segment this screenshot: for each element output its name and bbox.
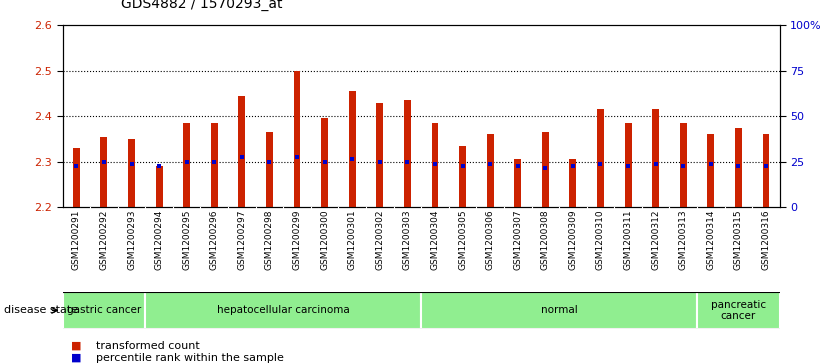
Text: GSM1200306: GSM1200306 [485, 209, 495, 270]
Text: normal: normal [540, 305, 577, 315]
Text: GSM1200312: GSM1200312 [651, 209, 661, 270]
Text: GSM1200316: GSM1200316 [761, 209, 771, 270]
Text: GSM1200297: GSM1200297 [238, 209, 246, 270]
Text: pancreatic
cancer: pancreatic cancer [711, 299, 766, 321]
Bar [625, 123, 631, 207]
Text: GSM1200294: GSM1200294 [154, 209, 163, 270]
Bar [211, 123, 218, 207]
Text: GSM1200308: GSM1200308 [540, 209, 550, 270]
Bar [145, 292, 421, 329]
Text: GSM1200314: GSM1200314 [706, 209, 716, 270]
Text: transformed count: transformed count [96, 340, 199, 351]
Bar [321, 118, 328, 207]
Text: GSM1200302: GSM1200302 [375, 209, 384, 270]
Bar [487, 134, 494, 207]
Text: GSM1200313: GSM1200313 [679, 209, 688, 270]
Text: GSM1200292: GSM1200292 [99, 209, 108, 270]
Bar [239, 96, 245, 207]
Bar [762, 134, 770, 207]
Text: disease state: disease state [4, 305, 78, 315]
Text: GSM1200291: GSM1200291 [72, 209, 81, 270]
Text: GSM1200311: GSM1200311 [624, 209, 632, 270]
Text: GSM1200307: GSM1200307 [513, 209, 522, 270]
Bar [404, 100, 411, 207]
Bar [266, 132, 273, 207]
Text: GSM1200315: GSM1200315 [734, 209, 743, 270]
Text: ■: ■ [71, 352, 82, 363]
Bar [652, 109, 659, 207]
Text: GSM1200299: GSM1200299 [293, 209, 302, 270]
Text: GSM1200303: GSM1200303 [403, 209, 412, 270]
Bar [570, 159, 576, 207]
Text: GDS4882 / 1570293_at: GDS4882 / 1570293_at [121, 0, 283, 11]
Text: GSM1200301: GSM1200301 [348, 209, 357, 270]
Text: GSM1200296: GSM1200296 [210, 209, 219, 270]
Bar [680, 123, 686, 207]
Bar [421, 292, 697, 329]
Bar [376, 102, 384, 207]
Bar [459, 146, 466, 207]
Text: ■: ■ [71, 340, 82, 351]
Text: GSM1200305: GSM1200305 [458, 209, 467, 270]
Text: gastric cancer: gastric cancer [67, 305, 141, 315]
Text: GSM1200309: GSM1200309 [569, 209, 577, 270]
Bar [294, 71, 300, 207]
Bar [431, 123, 439, 207]
Bar [515, 159, 521, 207]
Text: percentile rank within the sample: percentile rank within the sample [96, 352, 284, 363]
Bar [542, 132, 549, 207]
Bar [707, 134, 714, 207]
Bar [697, 292, 780, 329]
Bar [597, 109, 604, 207]
Text: GSM1200293: GSM1200293 [127, 209, 136, 270]
Bar [73, 148, 80, 207]
Bar [63, 292, 145, 329]
Text: GSM1200298: GSM1200298 [265, 209, 274, 270]
Text: GSM1200295: GSM1200295 [182, 209, 191, 270]
Bar [156, 166, 163, 207]
Bar [735, 127, 742, 207]
Text: GSM1200310: GSM1200310 [596, 209, 605, 270]
Bar [183, 123, 190, 207]
Text: GSM1200300: GSM1200300 [320, 209, 329, 270]
Bar [100, 136, 108, 207]
Bar [349, 91, 355, 207]
Bar [128, 139, 135, 207]
Text: GSM1200304: GSM1200304 [430, 209, 440, 270]
Text: hepatocellular carcinoma: hepatocellular carcinoma [217, 305, 349, 315]
